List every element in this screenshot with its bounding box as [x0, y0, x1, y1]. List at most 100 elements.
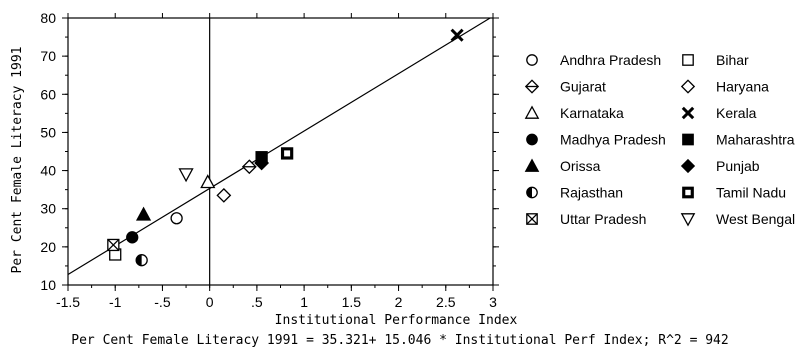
y-tick-label: 70	[40, 48, 56, 64]
legend-label: Madhya Pradesh	[560, 132, 666, 148]
legend-item: Kerala	[681, 105, 757, 121]
marker-triangle	[524, 105, 540, 119]
legend-marker	[682, 54, 694, 66]
x-tick-label: 3	[489, 294, 497, 310]
legend-label: Punjab	[716, 158, 760, 174]
legend-label: Maharashtra	[716, 132, 795, 148]
x-tick-label: -1	[109, 294, 122, 310]
marker-square	[682, 133, 694, 146]
data-point	[126, 231, 139, 244]
marker-circle	[526, 133, 538, 146]
legend-marker	[681, 106, 695, 120]
marker-square-inner	[685, 189, 691, 196]
y-tick-label: 60	[40, 86, 56, 102]
legend-marker	[526, 54, 538, 66]
y-tick-label: 20	[40, 239, 56, 255]
marker-circle	[126, 231, 139, 244]
plot-border	[67, 17, 494, 286]
marker-square	[682, 54, 694, 66]
legend-marker	[682, 186, 694, 199]
marker-triangle	[524, 158, 540, 172]
y-tick-label: 10	[40, 277, 56, 293]
data-point	[216, 187, 232, 203]
legend-label: Gujarat	[560, 79, 606, 95]
data-point	[135, 206, 152, 221]
legend-item: Andhra Pradesh	[526, 52, 661, 68]
data-point	[135, 254, 148, 267]
x-tick-label: -.5	[154, 294, 171, 310]
x-tick-label: 2	[395, 294, 403, 310]
legend-label: Rajasthan	[560, 185, 623, 201]
legend-label: Andhra Pradesh	[560, 52, 661, 68]
legend-marker	[526, 213, 538, 225]
legend-item: Bihar	[682, 52, 749, 68]
legend-marker	[526, 133, 538, 146]
marker-half-fill	[526, 187, 532, 198]
legend-item: Orissa	[524, 158, 601, 174]
legend-marker	[524, 79, 540, 94]
legend-item: Karnataka	[524, 105, 624, 121]
x-tick-label: 2.5	[436, 294, 456, 310]
marker-square-inner	[284, 150, 291, 157]
data-points	[107, 28, 464, 267]
legend-marker	[524, 105, 540, 119]
legend-marker	[524, 158, 540, 172]
marker-half-fill	[136, 254, 142, 266]
marker-circle	[526, 54, 538, 66]
x-tick-label: -1.5	[56, 294, 80, 310]
data-point	[254, 155, 270, 171]
data-point	[107, 238, 120, 252]
y-tick-label: 80	[40, 10, 56, 26]
regression-equation: Per Cent Female Literacy 1991 = 35.321+ …	[71, 333, 728, 348]
x-tick-label: .5	[251, 294, 263, 310]
data-point	[178, 168, 194, 183]
marker-triangle	[680, 213, 696, 227]
legend-label: Orissa	[560, 158, 601, 174]
marker-triangle	[178, 168, 194, 183]
legend-item: Rajasthan	[526, 185, 623, 201]
y-tick-label: 30	[40, 201, 56, 217]
legend-marker	[526, 186, 538, 199]
plot-frame	[67, 17, 494, 286]
x-axis-title: Institutional Performance Index	[275, 313, 518, 328]
data-point	[280, 147, 294, 160]
legend-item: Punjab	[680, 158, 760, 174]
regression-line	[67, 17, 491, 276]
legend-marker	[680, 79, 696, 94]
marker-diamond	[254, 155, 270, 171]
data-point	[241, 159, 257, 175]
legend-item: Madhya Pradesh	[526, 132, 666, 148]
marker-x-stroke	[450, 28, 464, 42]
x-tick-label: 1.5	[342, 294, 362, 310]
marker-diamond	[216, 187, 232, 203]
legend-label: Uttar Pradesh	[560, 211, 646, 227]
legend: Andhra Pradesh Bihar Gujarat Haryana Karnata…	[524, 52, 795, 227]
x-axis-ticks: -1.5 -1 -.5 0 .5 1 1.5 2 2.5 3	[56, 13, 497, 310]
legend-label: Tamil Nadu	[716, 185, 786, 201]
marker-diag	[526, 213, 538, 225]
marker-circle	[170, 212, 183, 225]
data-point	[170, 212, 183, 225]
data-point	[200, 174, 216, 189]
legend-label: Karnataka	[560, 105, 624, 121]
marker-triangle	[200, 174, 216, 189]
legend-marker	[680, 158, 696, 174]
legend-item: Maharashtra	[682, 132, 795, 148]
marker-triangle	[135, 206, 152, 221]
y-axis-title: Per Cent Female Literacy 1991	[10, 47, 25, 274]
legend-item: Haryana	[680, 79, 769, 95]
data-point	[450, 28, 464, 42]
legend-label: Kerala	[716, 105, 757, 121]
legend-marker	[682, 133, 694, 146]
regression-line-group	[67, 17, 491, 276]
marker-diamond	[680, 158, 696, 174]
legend-item: Uttar Pradesh	[526, 211, 646, 227]
legend-item: Gujarat	[524, 79, 606, 95]
legend-item: West Bengal	[680, 211, 795, 227]
legend-item: Tamil Nadu	[682, 185, 786, 201]
legend-label: West Bengal	[716, 211, 795, 227]
legend-label: Bihar	[716, 52, 749, 68]
marker-diag	[107, 238, 120, 251]
marker-diamond	[680, 79, 696, 94]
